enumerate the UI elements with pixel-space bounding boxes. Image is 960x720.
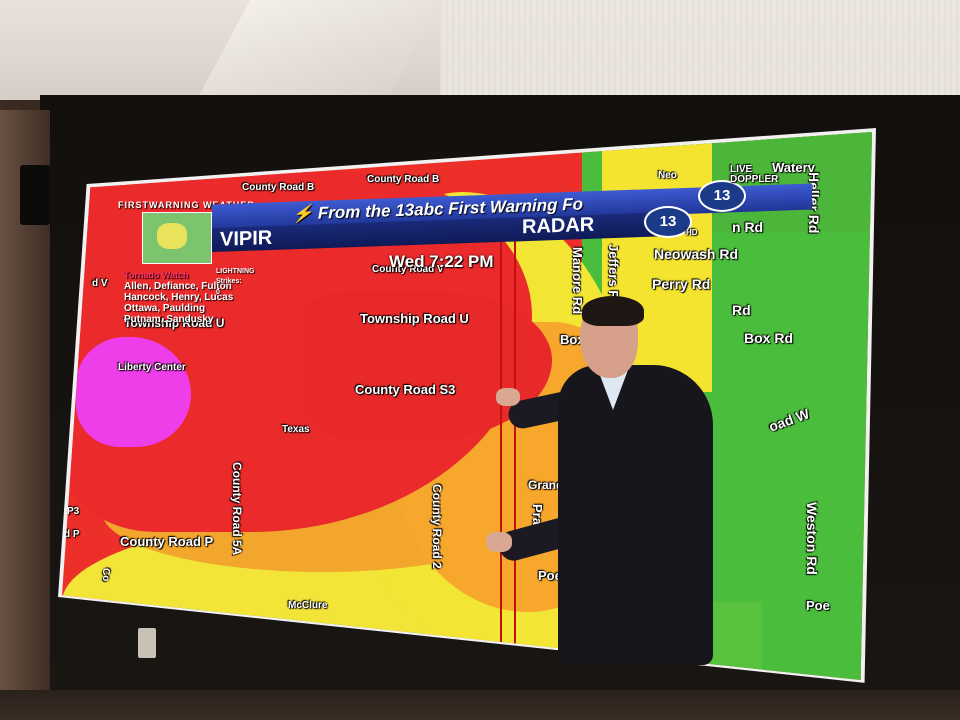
station-logo: 13 <box>644 206 692 238</box>
radar-magenta-cell <box>76 337 191 447</box>
firstwarning-logo-text: FIRSTWARNING WEATHER <box>118 200 255 210</box>
road-label: Neowash Rd <box>654 246 739 262</box>
road-label: Co <box>100 568 111 582</box>
warning-line <box>514 212 516 681</box>
town-label: Texas <box>282 424 310 435</box>
road-label: County Road 2 <box>430 484 444 569</box>
hair <box>582 296 644 326</box>
road-label: Rd <box>732 302 751 318</box>
road-label: Poe <box>806 598 830 613</box>
road-label: County Road 5A <box>230 462 244 556</box>
station-logo: 13 <box>698 180 746 212</box>
warning-line <box>500 212 502 681</box>
floor <box>0 690 960 720</box>
road-label: Manore Rd <box>570 247 585 315</box>
speaker <box>20 165 50 225</box>
suit-jacket <box>558 365 713 665</box>
thumbnail-map <box>142 212 212 264</box>
county-list-item: Ottawa, Paulding <box>124 303 206 314</box>
road-label: Neo <box>658 170 677 181</box>
strikes-count: Strikes: 0 <box>216 278 242 296</box>
wall-outlet <box>138 628 156 658</box>
tornado-watch-title: Tornado Watch <box>124 270 189 280</box>
road-label: Township Road U <box>124 316 225 330</box>
town-label: McClure <box>288 600 328 611</box>
road-label: Box Rd <box>744 330 793 346</box>
road-label: n Rd <box>732 219 764 235</box>
meteorologist <box>486 296 748 720</box>
ceiling-tiles <box>440 0 960 110</box>
road-label: County Road B <box>367 174 440 185</box>
doppler-label: DOPPLER <box>730 174 779 185</box>
road-label: Waterv <box>772 160 815 175</box>
road-label: d V <box>92 278 108 289</box>
road-label: Weston Rd <box>804 502 820 575</box>
road-label: County Road B <box>242 182 315 193</box>
road-label: County Road V <box>372 264 444 275</box>
pointing-hand <box>496 388 520 406</box>
road-label: P3 <box>67 506 80 517</box>
road-label: Perry Rd <box>652 276 711 292</box>
road-label: Township Road U <box>360 311 469 326</box>
road-label: County Road P <box>120 534 214 549</box>
county-list-item: Putnam, Sandusky <box>124 314 214 325</box>
lightning-title: LIGHTNING <box>216 268 255 275</box>
county-list-item: Hancock, Henry, Lucas <box>124 292 234 303</box>
lightning-icon: ⚡ <box>292 203 314 224</box>
live-label: LIVE <box>730 164 753 175</box>
lower-hand <box>486 532 512 552</box>
vipir-label: VIPIR <box>220 226 273 251</box>
road-label: County Road S3 <box>355 382 456 397</box>
hd-label: HD <box>686 228 698 237</box>
timestamp: Wed 7:22 PM <box>389 252 494 271</box>
town-label: Liberty Center <box>118 362 186 373</box>
tornado-watch-panel: Tornado Watch LIGHTNING Strikes: 0 Allen… <box>124 268 255 325</box>
county-list-item: Allen, Defiance, Fulton <box>124 281 232 292</box>
road-label: d P <box>64 529 80 540</box>
road-label: Jeffers Rd <box>606 244 621 308</box>
radar-label: RADAR <box>522 213 595 239</box>
